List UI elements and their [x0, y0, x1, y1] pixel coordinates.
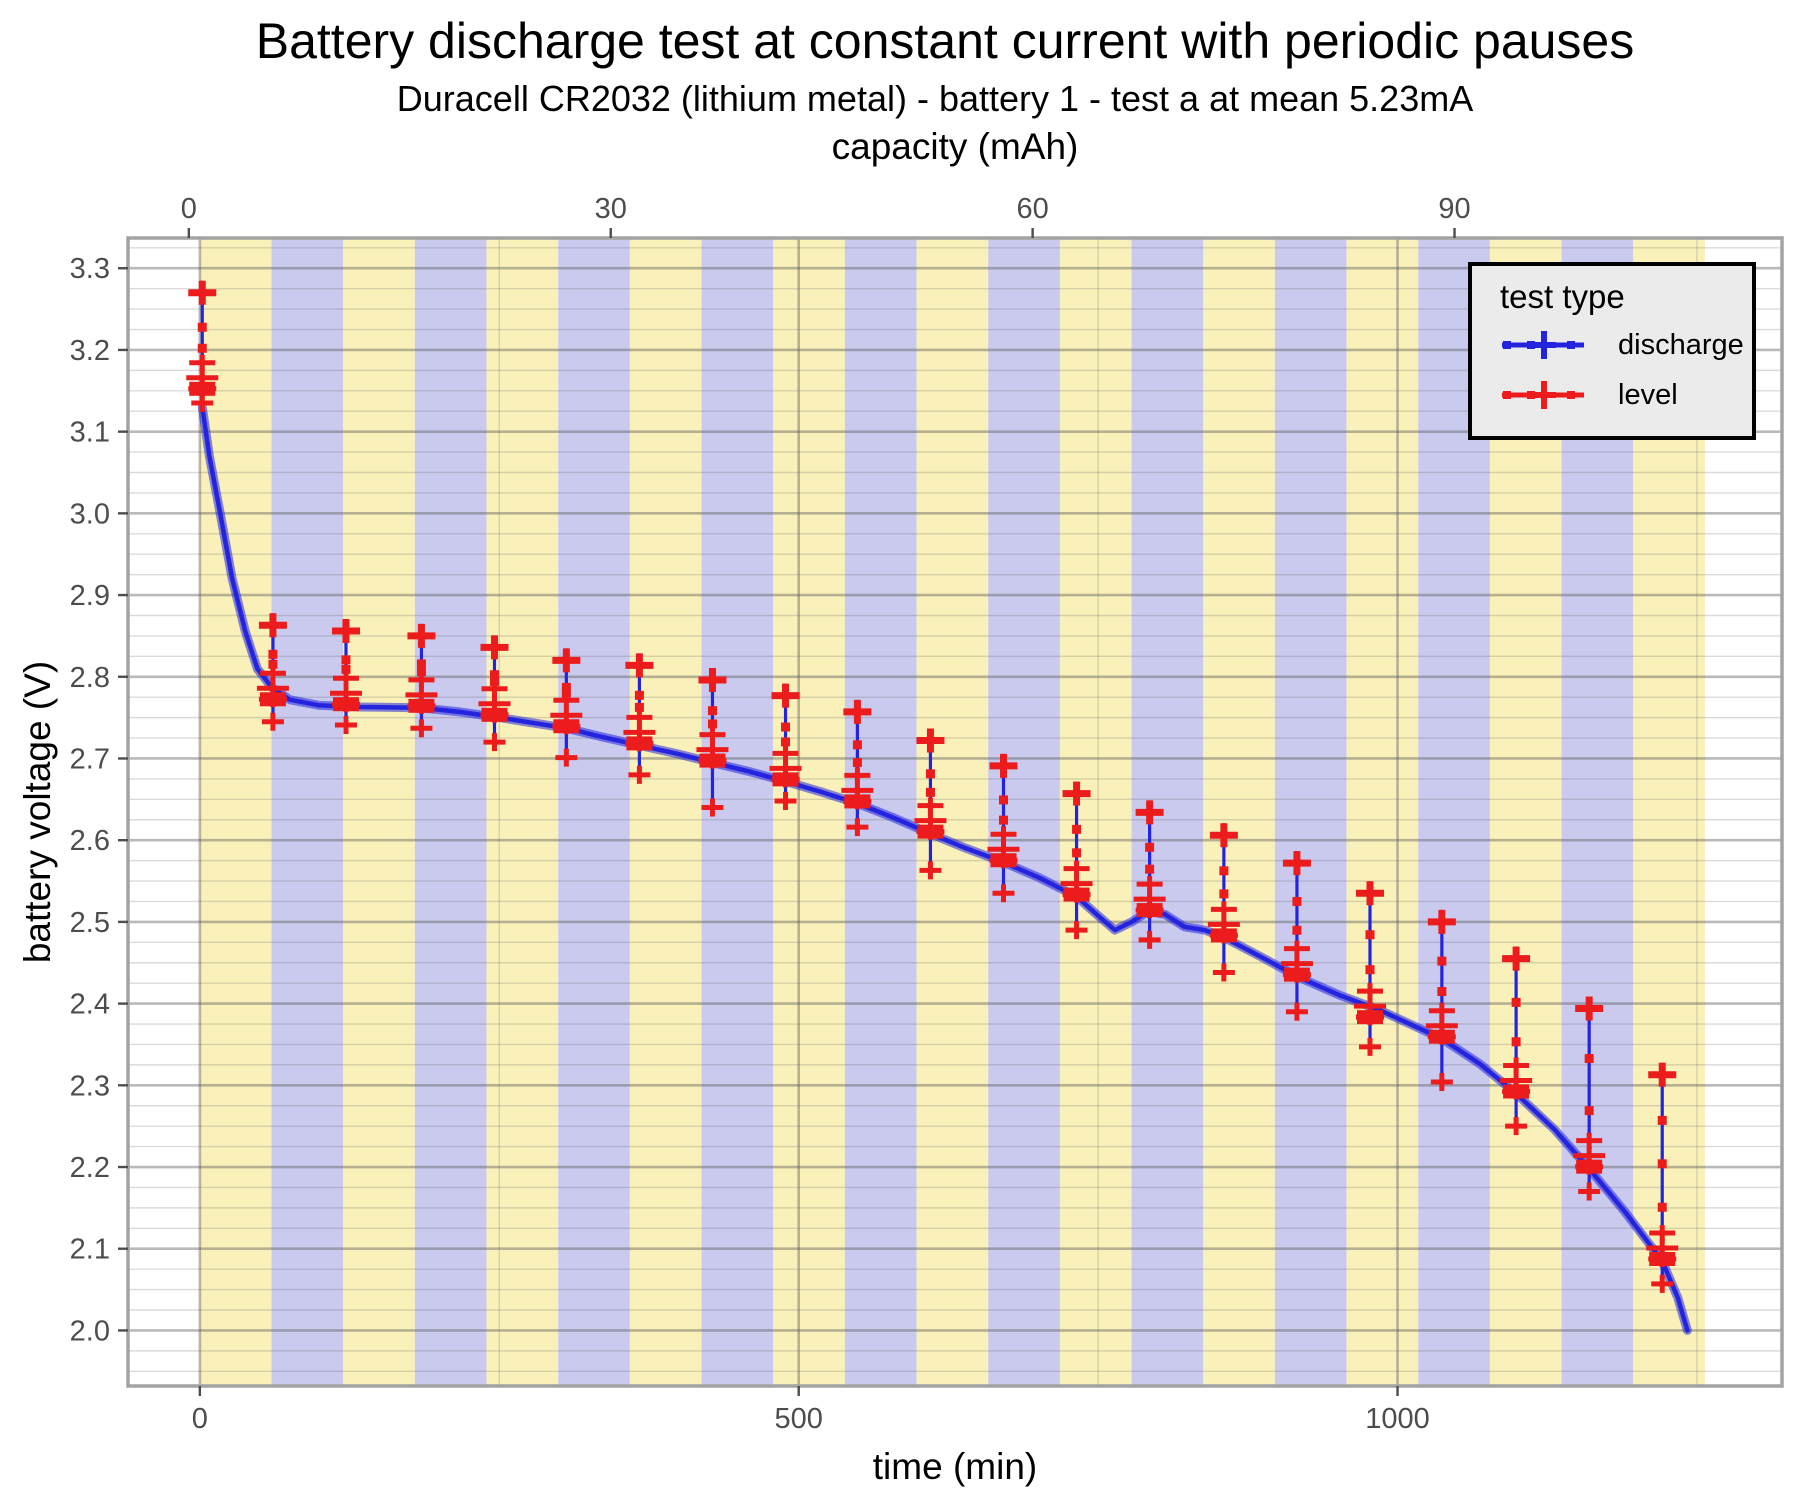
chart-subtitle: Duracell CR2032 (lithium metal) - batter… [396, 78, 1474, 119]
svg-text:3.1: 3.1 [70, 417, 110, 449]
level-test-markers [186, 280, 1679, 1293]
svg-text:500: 500 [775, 1403, 823, 1435]
svg-text:0: 0 [192, 1403, 208, 1435]
svg-text:90: 90 [1438, 193, 1470, 225]
panel-border [126, 236, 1784, 1388]
legend-label-discharge: discharge [1618, 328, 1744, 361]
svg-text:2.8: 2.8 [70, 662, 110, 694]
svg-text:30: 30 [595, 193, 627, 225]
svg-text:60: 60 [1017, 193, 1049, 225]
svg-text:2.1: 2.1 [70, 1234, 110, 1266]
svg-text:2.6: 2.6 [70, 825, 110, 857]
discharge-key-icon [1502, 331, 1584, 359]
svg-text:2.7: 2.7 [70, 743, 110, 775]
svg-text:2.5: 2.5 [70, 907, 110, 939]
svg-text:2.3: 2.3 [70, 1070, 110, 1102]
level-key-icon [1502, 381, 1584, 409]
svg-text:2.0: 2.0 [70, 1315, 110, 1347]
svg-text:2.2: 2.2 [70, 1152, 110, 1184]
pause-period-bands [199, 238, 1705, 1386]
legend-title: test type [1500, 278, 1625, 315]
svg-text:3.2: 3.2 [70, 335, 110, 367]
axis-tick-labels: 0 500 1000 0 30 60 90 3.3 3.2 3.1 3.0 2.9 2.8 2.7 2.6 2… [70, 193, 1471, 1435]
svg-text:0: 0 [181, 193, 197, 225]
time-axis-label: time (min) [872, 1446, 1038, 1487]
axis-ticks [118, 228, 1456, 1396]
svg-text:2.4: 2.4 [70, 989, 110, 1021]
minor-gridlines [128, 238, 1782, 1386]
legend-entry-level: level [1472, 370, 1752, 420]
chart-title: Battery discharge test at constant curre… [255, 13, 1635, 69]
legend: test type discharge level [1468, 262, 1756, 440]
legend-label-level: level [1618, 378, 1678, 411]
svg-text:1000: 1000 [1365, 1403, 1430, 1435]
capacity-axis-label: capacity (mAh) [831, 126, 1079, 167]
svg-text:2.9: 2.9 [70, 580, 110, 612]
svg-text:3.3: 3.3 [70, 253, 110, 285]
svg-text:3.0: 3.0 [70, 498, 110, 530]
legend-entry-discharge: discharge [1472, 320, 1752, 370]
